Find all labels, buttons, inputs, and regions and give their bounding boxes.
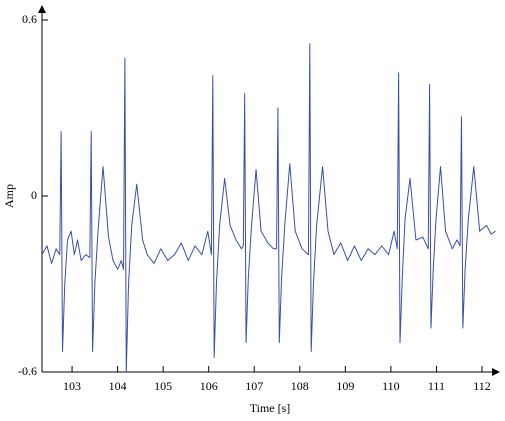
x-tick-label: 111 xyxy=(428,379,445,393)
data-line xyxy=(41,42,496,373)
x-tick-label: 109 xyxy=(336,379,354,393)
x-tick-label: 104 xyxy=(109,379,127,393)
x-tick-label: 110 xyxy=(382,379,400,393)
y-axis-label: Amp xyxy=(2,184,16,208)
x-tick-label: 107 xyxy=(245,379,263,393)
y-tick-label: 0.6 xyxy=(22,12,37,26)
x-tick-label: 106 xyxy=(200,379,218,393)
x-axis-label: Time [s] xyxy=(250,401,291,415)
y-tick-label: -0.6 xyxy=(18,364,37,378)
x-tick-label: 112 xyxy=(473,379,491,393)
x-tick-label: 103 xyxy=(63,379,81,393)
y-tick-label: 0 xyxy=(31,188,37,202)
x-tick-label: 108 xyxy=(291,379,309,393)
x-tick-label: 105 xyxy=(154,379,172,393)
